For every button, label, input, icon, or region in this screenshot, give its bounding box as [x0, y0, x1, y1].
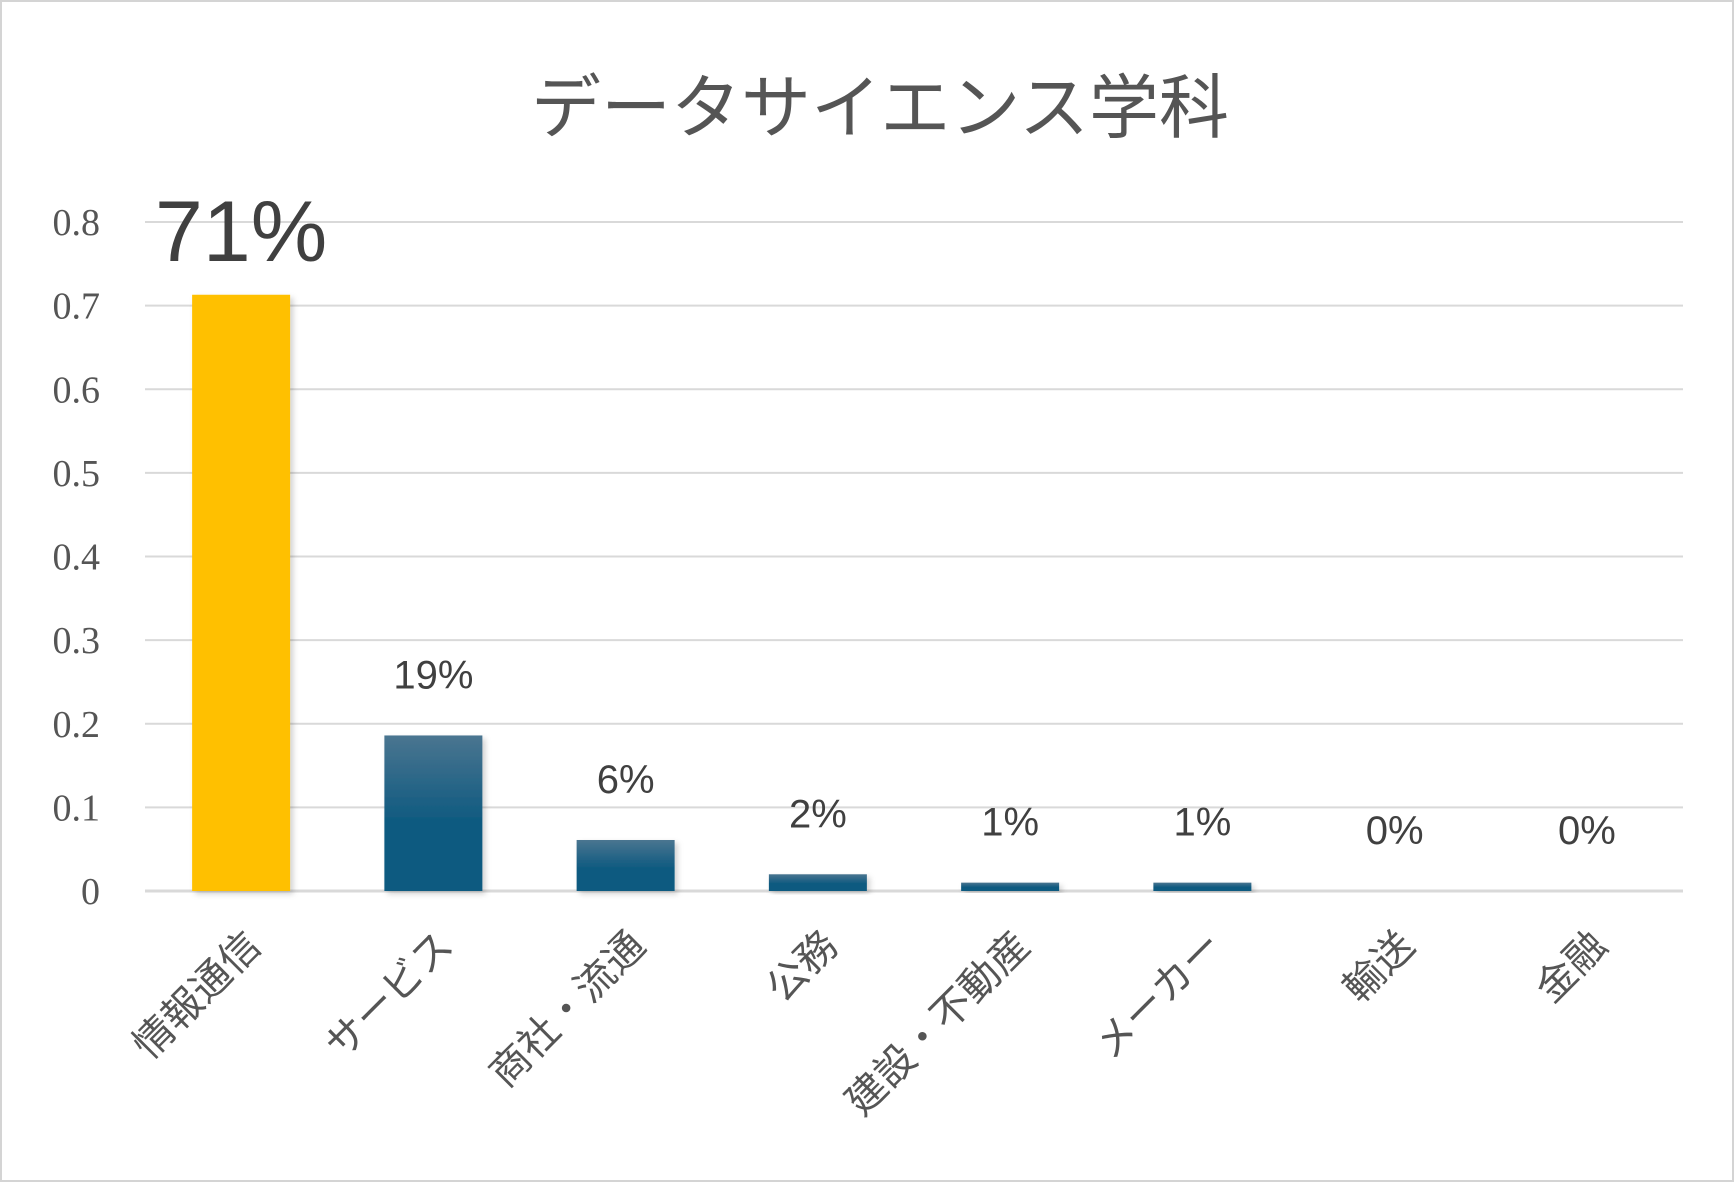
chart-title: データサイエンス学科: [531, 67, 1229, 149]
data-label: 1%: [981, 801, 1039, 845]
y-tick-label: 0: [81, 871, 100, 913]
data-label: 0%: [1558, 809, 1616, 853]
y-tick-label: 0.3: [53, 620, 101, 662]
data-label: 19%: [393, 653, 473, 697]
bar: [576, 839, 675, 891]
y-tick-label: 0.6: [53, 369, 101, 411]
data-label: 1%: [1173, 801, 1231, 845]
bar: [192, 294, 291, 891]
bar: [1153, 882, 1252, 891]
data-label: 2%: [789, 792, 847, 836]
data-label: 71%: [155, 184, 327, 280]
data-labels: 71% 19% 6% 2% 1% 1% 0% 0%: [155, 184, 1616, 853]
data-label: 6%: [597, 758, 655, 802]
bars: [192, 294, 1252, 891]
y-tick-label: 0.2: [53, 704, 101, 746]
y-tick-label: 0.8: [53, 202, 101, 244]
bar: [384, 735, 483, 891]
data-label: 0%: [1366, 809, 1424, 853]
bar: [768, 874, 867, 891]
y-tick-label: 0.5: [53, 453, 101, 495]
y-axis-ticks: 0 0.1 0.2 0.3 0.4 0.5 0.6 0.7 0.8: [53, 202, 101, 913]
y-tick-label: 0.4: [53, 537, 101, 579]
y-tick-label: 0.7: [53, 286, 101, 328]
bar: [961, 882, 1060, 891]
y-tick-label: 0.1: [53, 787, 101, 829]
